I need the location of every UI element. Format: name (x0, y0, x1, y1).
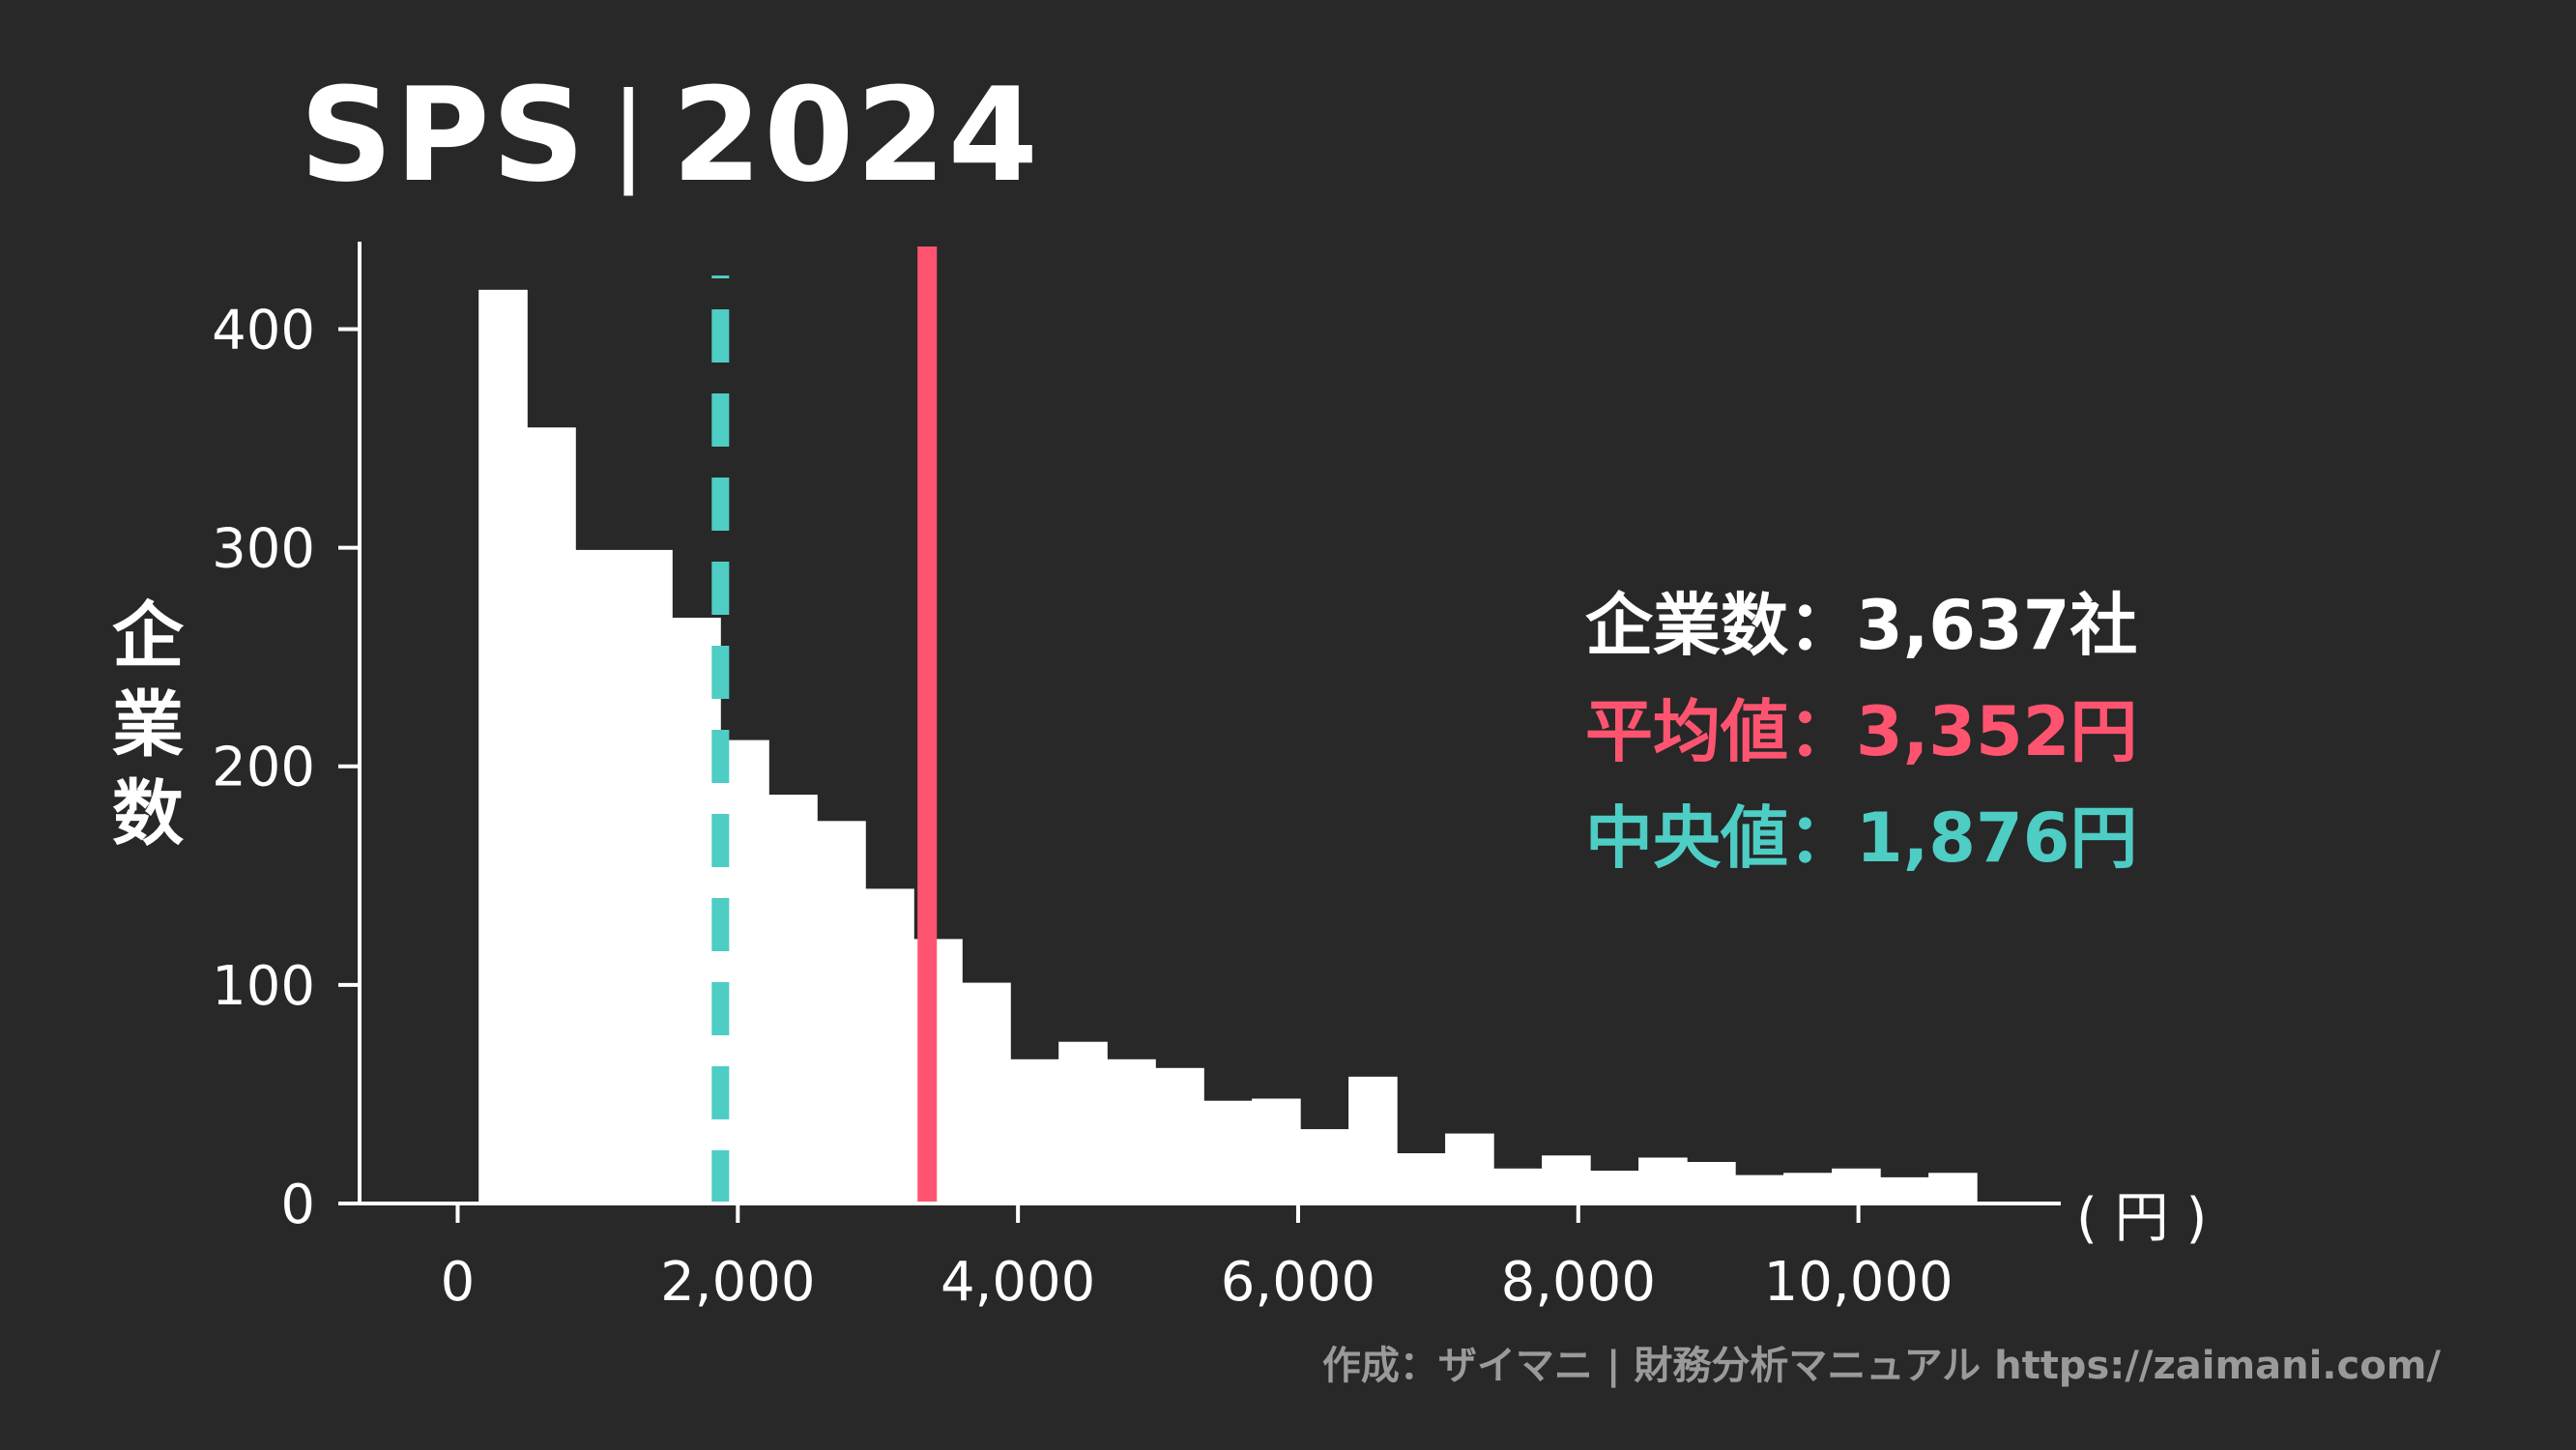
histogram-bar (1542, 1155, 1591, 1204)
histogram-bar (1203, 1100, 1253, 1204)
histogram-bar (1397, 1153, 1446, 1204)
histogram-bar (720, 740, 769, 1204)
y-tick-label: 100 (212, 955, 315, 1018)
histogram-bar (527, 427, 576, 1204)
histogram-bar (817, 821, 866, 1204)
histogram-bar (478, 289, 528, 1204)
histogram-bar (1493, 1168, 1543, 1204)
y-axis-label-char: 数 (112, 772, 184, 856)
stat-median-value: 1,876円 (1856, 798, 2138, 878)
histogram-bar (1638, 1157, 1688, 1204)
stat-separator: ： (1788, 798, 1856, 878)
stat-company-count: 企業数：3,637社 (1585, 572, 2137, 679)
x-tick-label: 8,000 (1501, 1251, 1656, 1314)
stat-separator: ： (1788, 692, 1856, 771)
histogram-bar (1687, 1162, 1736, 1204)
stats-annotation: 企業数：3,637社 平均値：3,352円 中央値：1,876円 (1585, 572, 2137, 891)
histogram-bar (1252, 1098, 1301, 1204)
x-tick-label: 4,000 (941, 1251, 1095, 1314)
histogram-bar (1155, 1067, 1204, 1204)
y-tick-label: 300 (212, 518, 315, 581)
stat-mean-value: 3,352円 (1856, 692, 2138, 771)
histogram-bar (1590, 1171, 1639, 1204)
y-axis-label-char: 業 (112, 683, 184, 767)
y-tick-label: 0 (280, 1174, 315, 1236)
title-ticker: SPS (300, 60, 588, 211)
histogram-bar (1058, 1041, 1108, 1204)
stat-mean-label: 平均値 (1585, 692, 1788, 771)
x-tick-label: 6,000 (1221, 1251, 1375, 1314)
histogram-bar (623, 549, 673, 1204)
x-tick-label: 0 (441, 1251, 476, 1314)
x-tick-label: 2,000 (660, 1251, 815, 1314)
histogram-bar (575, 549, 624, 1204)
title-separator: | (610, 71, 649, 196)
histogram-bar (1010, 1058, 1059, 1204)
y-tick-label: 200 (212, 737, 315, 799)
histogram-bar (1348, 1076, 1398, 1204)
y-axis-label: 企 業 数 (104, 592, 191, 858)
histogram-bar (768, 795, 818, 1204)
histogram-bar (1880, 1176, 1929, 1204)
chart-title: SPS | 2024 (300, 60, 1040, 211)
histogram-bar (865, 888, 914, 1204)
x-tick-label: 10,000 (1764, 1251, 1954, 1314)
stat-median: 中央値：1,876円 (1585, 785, 2137, 891)
histogram-bar (1107, 1058, 1156, 1204)
stat-count-value: 3,637社 (1856, 586, 2138, 665)
stat-separator: ： (1788, 586, 1856, 665)
histogram-bar (1832, 1168, 1881, 1204)
histogram-bar (1735, 1174, 1784, 1204)
stat-count-label: 企業数 (1585, 586, 1788, 665)
histogram-bar (1300, 1129, 1349, 1204)
histogram-bar (1445, 1133, 1494, 1204)
y-tick-label: 400 (212, 299, 315, 362)
source-credit: 作成：ザイマニ | 財務分析マニュアル https://zaimani.com/ (1321, 1344, 2441, 1388)
histogram-bar (1783, 1173, 1833, 1204)
histogram-bar (1928, 1173, 1978, 1204)
stat-mean: 平均値：3,352円 (1585, 679, 2137, 785)
title-year: 2024 (671, 60, 1040, 211)
stat-median-label: 中央値 (1585, 798, 1788, 878)
histogram-bar (962, 982, 1011, 1204)
x-axis-unit-label: ( 円 ) (2076, 1187, 2208, 1250)
y-axis-label-char: 企 (112, 594, 184, 678)
